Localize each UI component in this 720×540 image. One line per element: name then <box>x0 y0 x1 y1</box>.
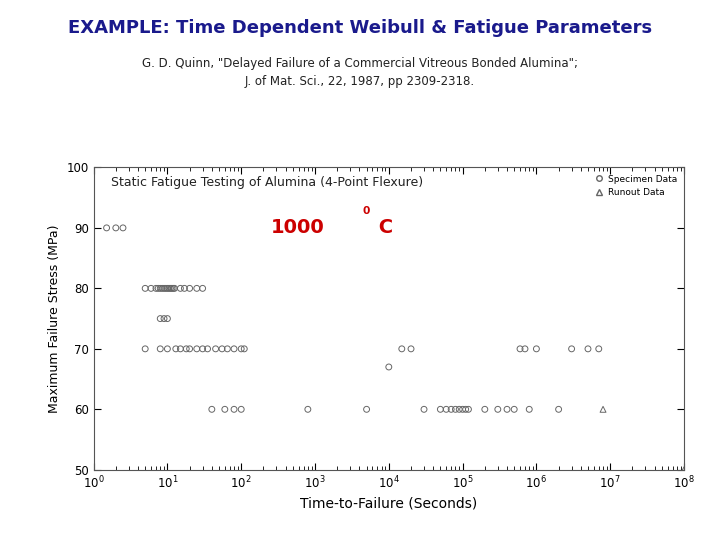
Point <box>492 405 503 414</box>
Point <box>153 284 164 293</box>
Point <box>454 405 465 414</box>
Point <box>117 224 129 232</box>
Point <box>166 284 178 293</box>
Point <box>361 405 372 414</box>
Point <box>161 284 174 293</box>
Point <box>156 284 168 293</box>
Point <box>514 345 526 353</box>
Point <box>479 405 490 414</box>
Point <box>238 345 250 353</box>
Point <box>155 345 166 353</box>
Text: C: C <box>372 218 393 238</box>
Point <box>160 284 171 293</box>
Point <box>150 284 162 293</box>
Point <box>140 345 151 353</box>
Point <box>235 345 247 353</box>
Point <box>175 345 186 353</box>
Point <box>450 405 462 414</box>
Point <box>457 405 469 414</box>
Text: 0: 0 <box>362 206 369 216</box>
Point <box>228 345 240 353</box>
Point <box>678 465 690 474</box>
Point <box>155 314 166 323</box>
Point <box>191 284 202 293</box>
Point <box>210 345 221 353</box>
Point <box>566 345 577 353</box>
Point <box>418 405 430 414</box>
Point <box>523 405 535 414</box>
Point <box>168 284 180 293</box>
Text: G. D. Quinn, "Delayed Failure of a Commercial Vitreous Bonded Alumina";
J. of Ma: G. D. Quinn, "Delayed Failure of a Comme… <box>142 57 578 87</box>
Point <box>181 345 192 353</box>
Point <box>501 405 513 414</box>
Point <box>158 314 170 323</box>
Point <box>191 345 202 353</box>
Text: EXAMPLE: Time Dependent Weibull & Fatigue Parameters: EXAMPLE: Time Dependent Weibull & Fatigu… <box>68 19 652 37</box>
Point <box>222 345 233 353</box>
Point <box>140 284 151 293</box>
Point <box>460 405 472 414</box>
Point <box>593 345 605 353</box>
Legend: Specimen Data, Runout Data: Specimen Data, Runout Data <box>590 172 680 200</box>
Point <box>531 345 542 353</box>
Text: Static Fatigue Testing of Alumina (4-Point Flexure): Static Fatigue Testing of Alumina (4-Poi… <box>112 177 423 190</box>
Point <box>197 345 208 353</box>
Point <box>463 405 474 414</box>
Point <box>202 345 213 353</box>
Point <box>184 345 195 353</box>
X-axis label: Time-to-Failure (Seconds): Time-to-Failure (Seconds) <box>300 497 477 511</box>
Text: 1000: 1000 <box>271 218 325 238</box>
Point <box>184 284 195 293</box>
Point <box>235 405 247 414</box>
Point <box>175 284 186 293</box>
Point <box>598 405 609 414</box>
Point <box>553 405 564 414</box>
Point <box>228 405 240 414</box>
Point <box>519 345 531 353</box>
Point <box>168 284 179 293</box>
Point <box>383 363 395 372</box>
Point <box>206 405 217 414</box>
Point <box>165 284 176 293</box>
Point <box>101 224 112 232</box>
Point <box>446 405 457 414</box>
Point <box>302 405 314 414</box>
Point <box>170 345 181 353</box>
Point <box>405 345 417 353</box>
Point <box>145 284 157 293</box>
Point <box>441 405 452 414</box>
Point <box>435 405 446 414</box>
Point <box>216 345 228 353</box>
Point <box>163 284 175 293</box>
Point <box>179 284 190 293</box>
Point <box>197 284 208 293</box>
Point <box>161 345 174 353</box>
Point <box>219 405 230 414</box>
Point <box>155 284 166 293</box>
Point <box>508 405 520 414</box>
Point <box>582 345 594 353</box>
Point <box>158 284 170 293</box>
Point <box>110 224 122 232</box>
Point <box>396 345 408 353</box>
Y-axis label: Maximum Failure Stress (MPa): Maximum Failure Stress (MPa) <box>48 224 61 413</box>
Point <box>161 314 174 323</box>
